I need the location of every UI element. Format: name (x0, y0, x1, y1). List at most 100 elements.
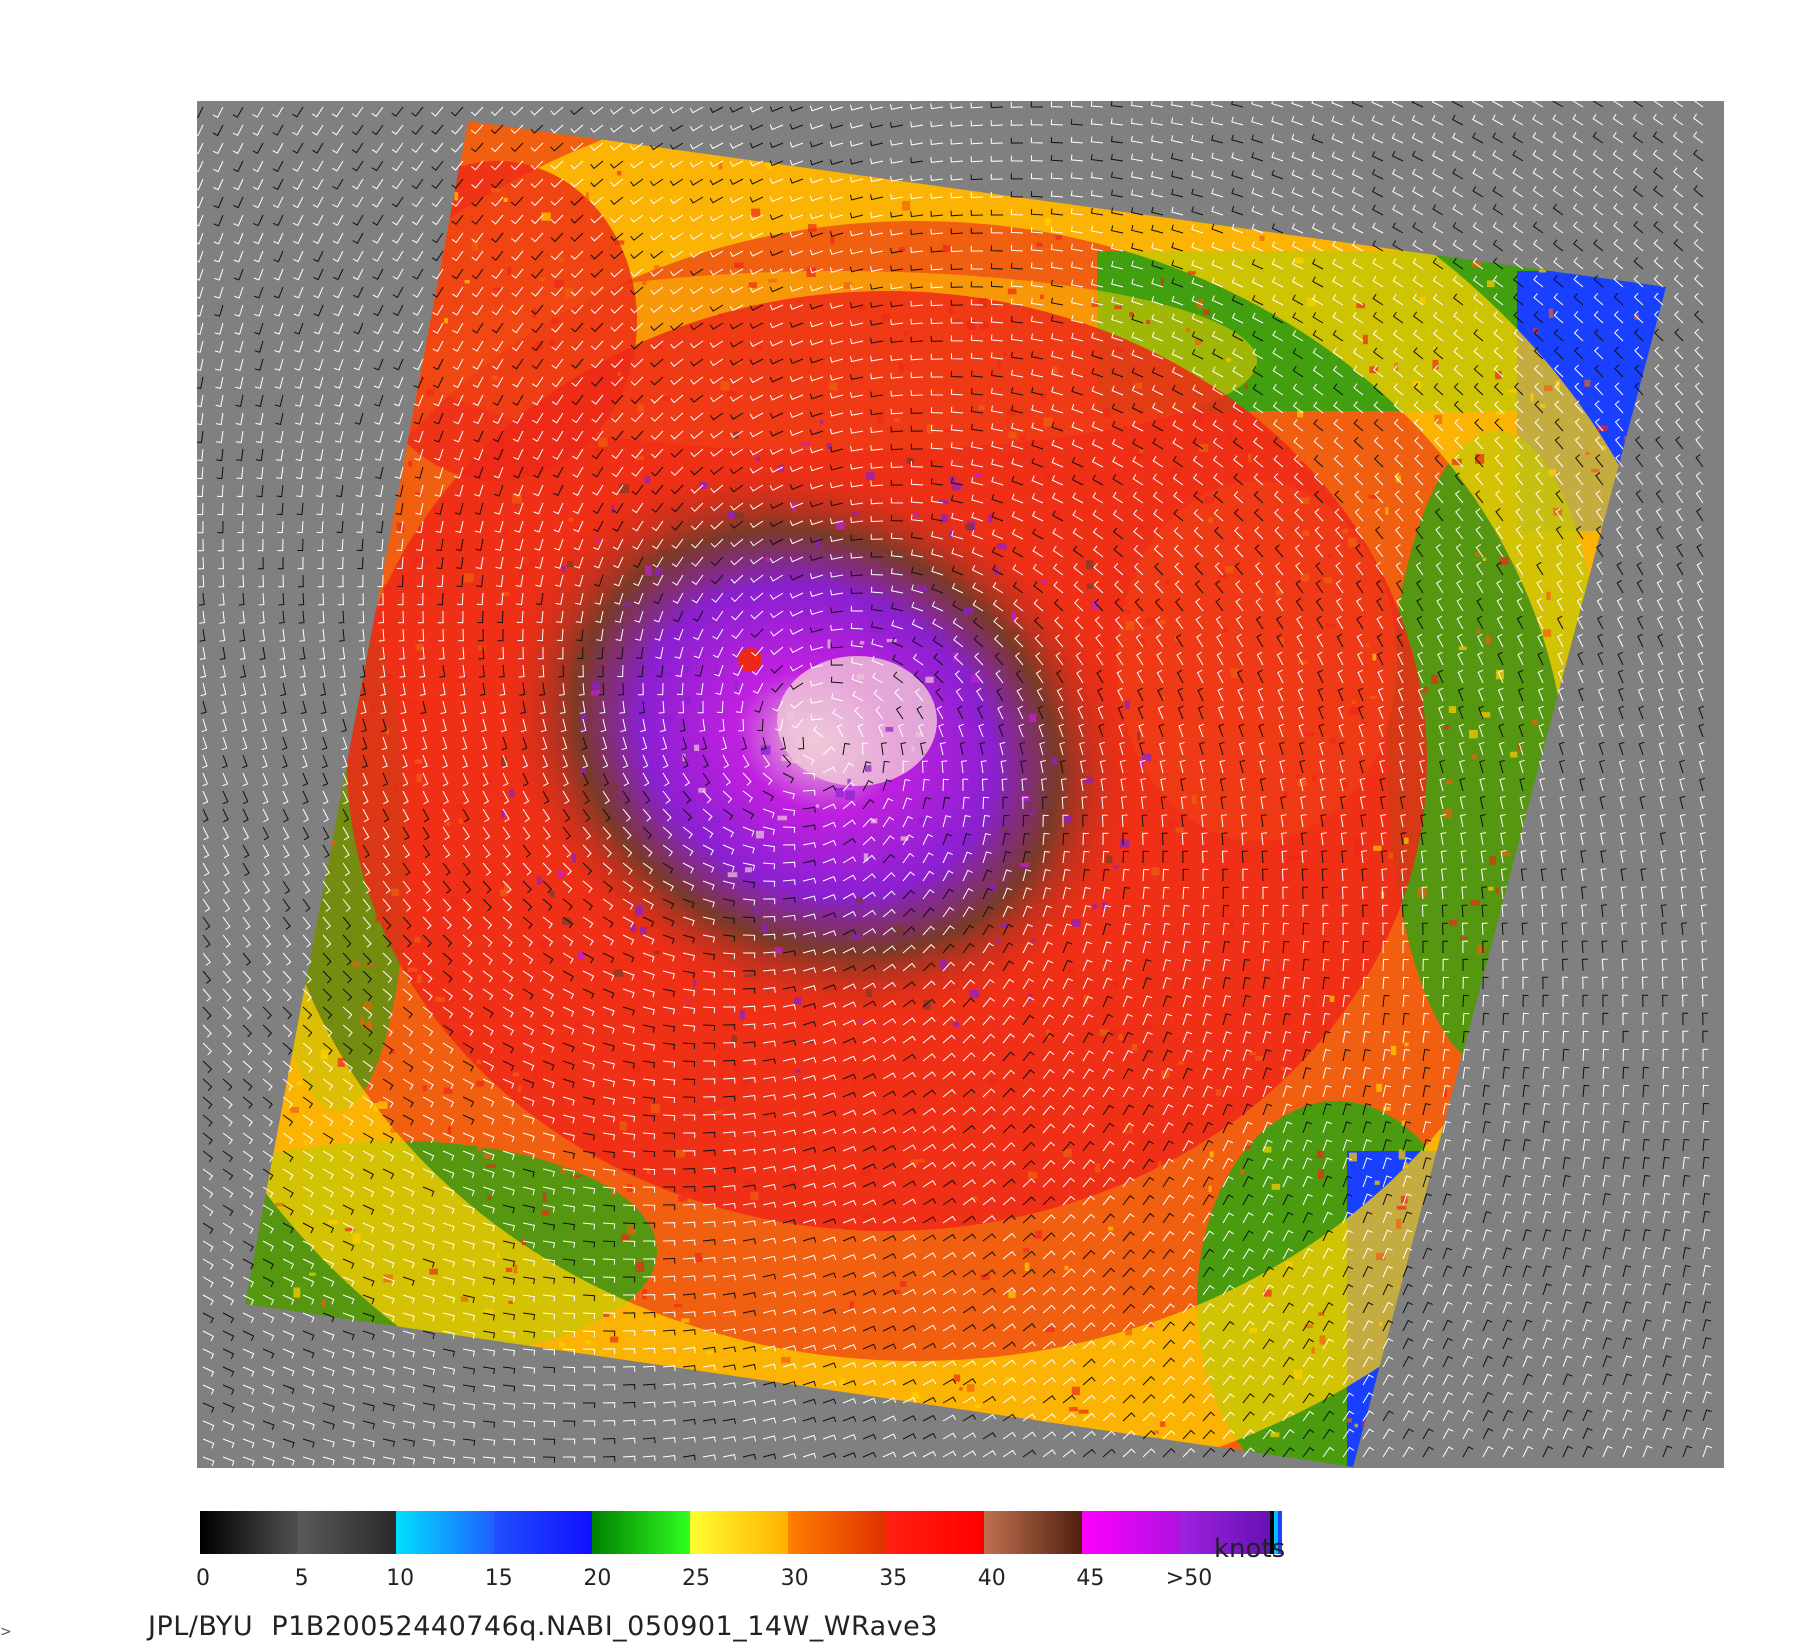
wind-vector (1137, 687, 1144, 702)
wind-vector (202, 988, 212, 1002)
wind-vector (1459, 759, 1465, 774)
wind-vector (1532, 114, 1544, 126)
wind-vector (1352, 365, 1364, 378)
wind-vector (1194, 562, 1204, 576)
wind-vector (1635, 489, 1644, 504)
wind-vector (242, 916, 251, 930)
wind-speed-pixel (1532, 719, 1538, 726)
wind-vector (401, 736, 408, 751)
wind-vector (729, 214, 744, 221)
wind-vector (669, 268, 684, 277)
wind-vector (749, 322, 764, 329)
wind-vector (221, 718, 228, 733)
wind-vector (492, 412, 504, 425)
wind-vector (1556, 579, 1564, 594)
wind-vector (642, 772, 650, 787)
wind-vector (622, 988, 635, 998)
wind-vector (1222, 868, 1229, 882)
wind-vector (1661, 958, 1668, 972)
wind-vector (1492, 132, 1504, 144)
wind-vector (1702, 1012, 1709, 1026)
wind-vector (1602, 1030, 1609, 1044)
wind-vector (553, 502, 564, 515)
wind-speed-pixel (354, 647, 361, 653)
wind-vector (372, 196, 384, 208)
wind-vector (1351, 169, 1364, 180)
wind-vector (235, 394, 244, 407)
wind-vector (1495, 543, 1504, 558)
wind-vector (217, 520, 224, 534)
wind-vector (197, 196, 204, 209)
wind-vector (1332, 383, 1344, 396)
wind-vector (1532, 203, 1544, 216)
wind-vector (242, 934, 251, 948)
wind-vector (1338, 723, 1345, 738)
wind-vector (1456, 615, 1464, 630)
wind-vector (1633, 310, 1644, 324)
wind-vector (822, 912, 837, 918)
wind-vector (1453, 347, 1464, 360)
wind-vector (282, 880, 291, 895)
wind-speed-pixel (1105, 855, 1113, 864)
wind-vector (1373, 347, 1384, 360)
wind-vector (217, 502, 224, 516)
wind-speed-pixel (279, 1098, 283, 1103)
wind-vector (822, 1038, 837, 1045)
wind-vector (1395, 544, 1404, 558)
wind-speed-pixel (1476, 944, 1485, 955)
wind-vector (281, 718, 288, 733)
wind-vector (1559, 814, 1566, 828)
wind-vector (762, 808, 775, 818)
wind-vector (651, 538, 664, 550)
wind-vector (890, 408, 904, 415)
wind-speed-pixel (1071, 918, 1081, 927)
wind-vector (1613, 221, 1624, 234)
wind-vector (590, 322, 604, 333)
wind-vector (1353, 383, 1364, 396)
wind-vector (1534, 418, 1544, 432)
wind-speed-pixel (980, 1314, 987, 1323)
wind-vector (870, 604, 884, 612)
wind-vector (669, 142, 684, 150)
wind-vector (1657, 651, 1664, 666)
wind-vector (222, 826, 230, 841)
wind-vector (1477, 633, 1484, 648)
wind-vector (1492, 203, 1504, 216)
wind-vector (709, 358, 724, 367)
wind-vector (650, 394, 664, 404)
wind-vector (398, 610, 404, 624)
wind-vector (1431, 101, 1444, 108)
wind-vector (802, 931, 817, 938)
wind-vector (1301, 850, 1308, 864)
wind-vector (1050, 190, 1064, 198)
wind-vector (1681, 976, 1688, 990)
wind-vector (882, 927, 896, 936)
wind-vector (215, 394, 224, 407)
wind-vector (1680, 850, 1687, 864)
wind-speed-pixel (650, 1104, 660, 1114)
wind-speed-pixel (252, 1199, 261, 1204)
wind-vector (632, 556, 644, 569)
wind-vector (1598, 759, 1605, 774)
wind-speed-pixel (741, 1078, 751, 1087)
wind-vector (575, 592, 584, 605)
wind-speed-pixel (501, 592, 510, 596)
wind-vector (1322, 886, 1328, 900)
wind-vector (1632, 149, 1644, 162)
wind-vector (254, 358, 264, 371)
wind-vector (500, 700, 506, 714)
wind-vector (1242, 904, 1249, 918)
wind-vector (313, 340, 324, 353)
wind-speed-pixel (383, 673, 393, 680)
wind-speed-pixel (611, 1190, 616, 1197)
wind-vector (1216, 651, 1224, 666)
wind-vector (675, 664, 684, 678)
wind-vector (1291, 133, 1304, 144)
wind-speed-pixel (727, 511, 736, 519)
wind-vector (676, 682, 684, 696)
wind-vector (570, 304, 584, 315)
wind-vector (631, 502, 644, 514)
wind-vector (1312, 330, 1324, 342)
wind-vector (1512, 221, 1524, 234)
wind-vector (1515, 543, 1524, 558)
